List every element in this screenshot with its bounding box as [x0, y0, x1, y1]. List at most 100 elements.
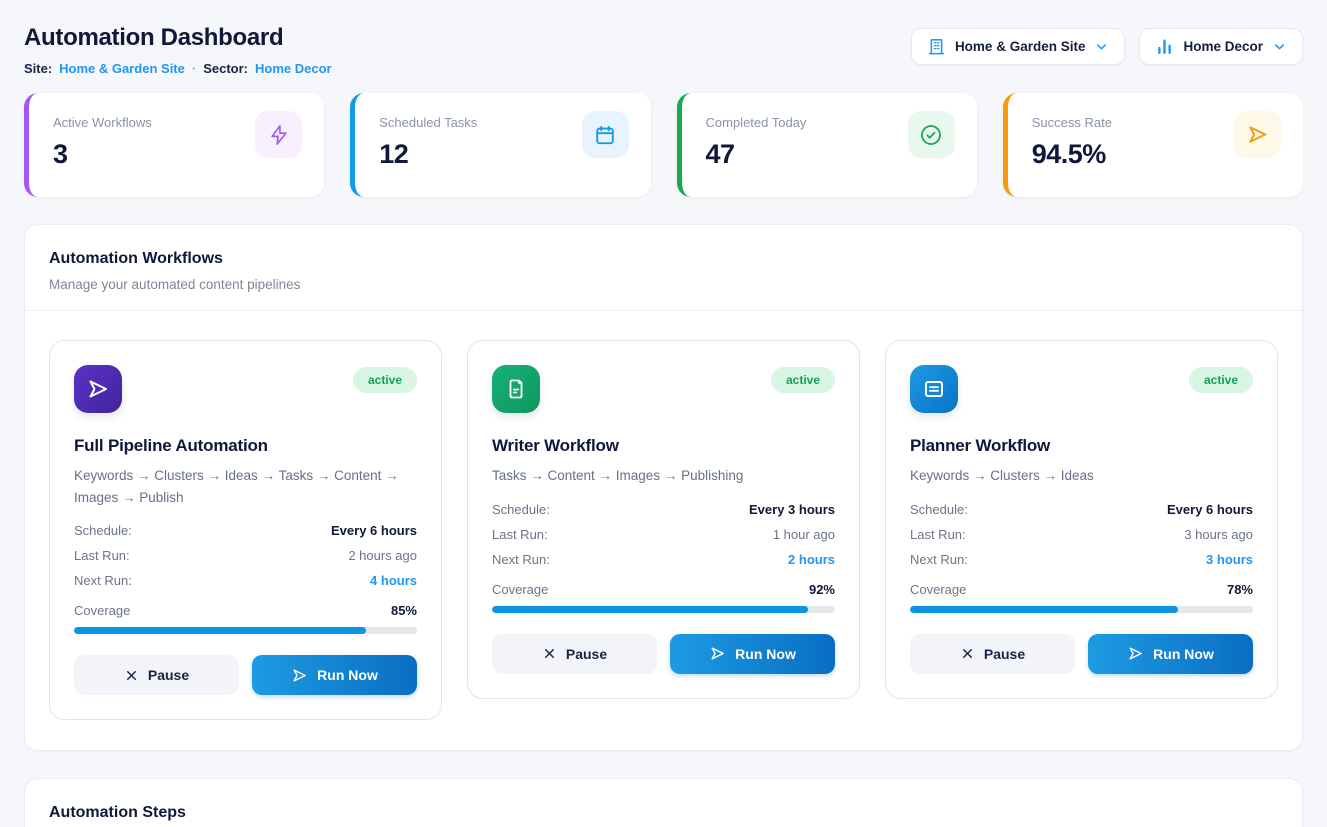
- workflow-info: Schedule: Every 6 hours Last Run: 2 hour…: [74, 523, 417, 588]
- workflow-info: Schedule: Every 6 hours Last Run: 3 hour…: [910, 502, 1253, 567]
- page-header: Automation Dashboard Site: Home & Garden…: [24, 24, 1303, 76]
- status-badge: active: [1188, 367, 1253, 393]
- last-run-label: Last Run:: [910, 526, 966, 542]
- coverage-progress-bar: [74, 627, 417, 635]
- coverage-value: 85%: [390, 603, 417, 619]
- separator-dot: ·: [191, 61, 197, 76]
- next-run-value: 3 hours: [1206, 551, 1253, 567]
- last-run-label: Last Run:: [74, 548, 130, 564]
- workflow-title: Writer Workflow: [492, 436, 619, 455]
- x-icon: [126, 670, 136, 680]
- pause-button-label: Pause: [147, 667, 190, 684]
- site-link[interactable]: Home & Garden Site: [59, 61, 185, 76]
- stat-card-scheduled-tasks: Scheduled Tasks 12: [350, 93, 651, 197]
- stat-value: 94.5%: [1031, 139, 1107, 169]
- next-run-row: Next Run: 3 hours: [910, 552, 1253, 567]
- stat-value: 47: [705, 139, 736, 169]
- last-run-row: Last Run: 3 hours ago: [910, 527, 1253, 542]
- stat-card-active-workflows: Active Workflows 3: [24, 93, 325, 197]
- schedule-label: Schedule:: [492, 501, 550, 517]
- header-left: Automation Dashboard Site: Home & Garden…: [24, 24, 332, 76]
- send-icon: [711, 647, 725, 660]
- workflows-panel-subtitle: Manage your automated content pipelines: [49, 277, 301, 292]
- stat-label: Completed Today: [705, 115, 807, 130]
- building-icon: [928, 38, 944, 55]
- workflow-card-planner: active Planner Workflow Keywords → Clust…: [885, 340, 1278, 699]
- site-selector-label: Home & Garden Site: [954, 39, 1086, 54]
- coverage-progress-bar: [910, 605, 1253, 613]
- schedule-label: Schedule:: [910, 501, 968, 517]
- pause-button-label: Pause: [565, 645, 608, 662]
- coverage-progress-fill: [74, 627, 366, 635]
- last-run-label: Last Run:: [492, 526, 548, 542]
- bar-chart-icon: [1158, 39, 1172, 55]
- workflow-actions: Pause Run Now: [74, 655, 417, 696]
- steps-panel-header: Automation Steps Configure which steps a…: [25, 779, 1302, 827]
- pause-button-label: Pause: [983, 645, 1026, 662]
- site-label: Site:: [24, 61, 53, 76]
- next-run-label: Next Run:: [492, 551, 550, 567]
- workflow-pipeline-description: Keywords → Clusters → Ideas → Tasks → Co…: [74, 468, 399, 505]
- send-icon: [293, 669, 307, 682]
- run-now-button[interactable]: Run Now: [670, 633, 835, 674]
- coverage-label: Coverage: [910, 581, 967, 597]
- site-selector-dropdown[interactable]: Home & Garden Site: [910, 28, 1126, 65]
- coverage-progress-fill: [492, 605, 808, 613]
- coverage-progress-fill: [910, 605, 1178, 613]
- run-now-button[interactable]: Run Now: [1088, 633, 1253, 674]
- send-icon: [1129, 647, 1143, 660]
- run-now-button-label: Run Now: [735, 645, 796, 662]
- workflow-icon-box: [910, 365, 958, 413]
- stat-card-completed-today: Completed Today 47: [676, 93, 977, 197]
- next-run-value: 4 hours: [370, 573, 417, 589]
- coverage-value: 78%: [1226, 581, 1253, 597]
- stat-value: 3: [53, 139, 68, 169]
- last-run-value: 3 hours ago: [1184, 526, 1253, 542]
- workflow-actions: Pause Run Now: [910, 633, 1253, 674]
- stat-card-success-rate: Success Rate 94.5%: [1002, 93, 1303, 197]
- chevron-down-icon: [1097, 44, 1107, 50]
- schedule-row: Schedule: Every 6 hours: [910, 502, 1253, 517]
- pause-button[interactable]: Pause: [74, 655, 239, 696]
- page-title: Automation Dashboard: [24, 24, 284, 51]
- workflow-card-writer: active Writer Workflow Tasks → Content →…: [467, 340, 860, 699]
- last-run-row: Last Run: 2 hours ago: [74, 548, 417, 563]
- automation-workflows-panel: Automation Workflows Manage your automat…: [24, 224, 1303, 752]
- workflow-info: Schedule: Every 3 hours Last Run: 1 hour…: [492, 502, 835, 567]
- send-icon: [89, 380, 107, 398]
- status-badge: active: [352, 367, 417, 393]
- x-icon: [962, 649, 972, 659]
- workflow-title: Planner Workflow: [910, 436, 1051, 455]
- pause-button[interactable]: Pause: [910, 633, 1075, 674]
- last-run-value: 2 hours ago: [348, 548, 417, 564]
- workflow-card-top: active: [492, 365, 835, 413]
- next-run-label: Next Run:: [910, 551, 968, 567]
- coverage-block: Coverage 78%: [910, 582, 1253, 613]
- schedule-value: Every 6 hours: [331, 523, 417, 539]
- schedule-row: Schedule: Every 3 hours: [492, 502, 835, 517]
- workflow-title: Full Pipeline Automation: [74, 436, 268, 455]
- stats-row: Active Workflows 3 Scheduled Tasks 12 Co…: [24, 93, 1303, 197]
- chevron-down-icon: [1275, 44, 1284, 50]
- next-run-label: Next Run:: [74, 573, 132, 589]
- steps-panel-title: Automation Steps: [49, 804, 186, 822]
- sector-link[interactable]: Home Decor: [255, 61, 332, 76]
- stat-label: Success Rate: [1031, 115, 1112, 130]
- workflows-panel-header: Automation Workflows Manage your automat…: [25, 225, 1302, 311]
- coverage-row: Coverage 78%: [910, 582, 1253, 597]
- send-icon: [1249, 126, 1267, 143]
- header-actions: Home & Garden Site Home Decor: [910, 28, 1303, 65]
- coverage-label: Coverage: [74, 603, 131, 619]
- pause-button[interactable]: Pause: [492, 633, 657, 674]
- workflow-actions: Pause Run Now: [492, 633, 835, 674]
- sector-label: Sector:: [203, 61, 249, 76]
- next-run-value: 2 hours: [788, 551, 835, 567]
- coverage-row: Coverage 92%: [492, 582, 835, 597]
- coverage-label: Coverage: [492, 581, 549, 597]
- workflow-card-top: active: [74, 365, 417, 413]
- run-now-button[interactable]: Run Now: [252, 655, 417, 696]
- lightning-icon: [271, 124, 287, 145]
- workflow-pipeline-description: Tasks → Content → Images → Publishing: [492, 468, 744, 483]
- sector-selector-dropdown[interactable]: Home Decor: [1139, 28, 1303, 65]
- calendar-icon: [596, 125, 614, 144]
